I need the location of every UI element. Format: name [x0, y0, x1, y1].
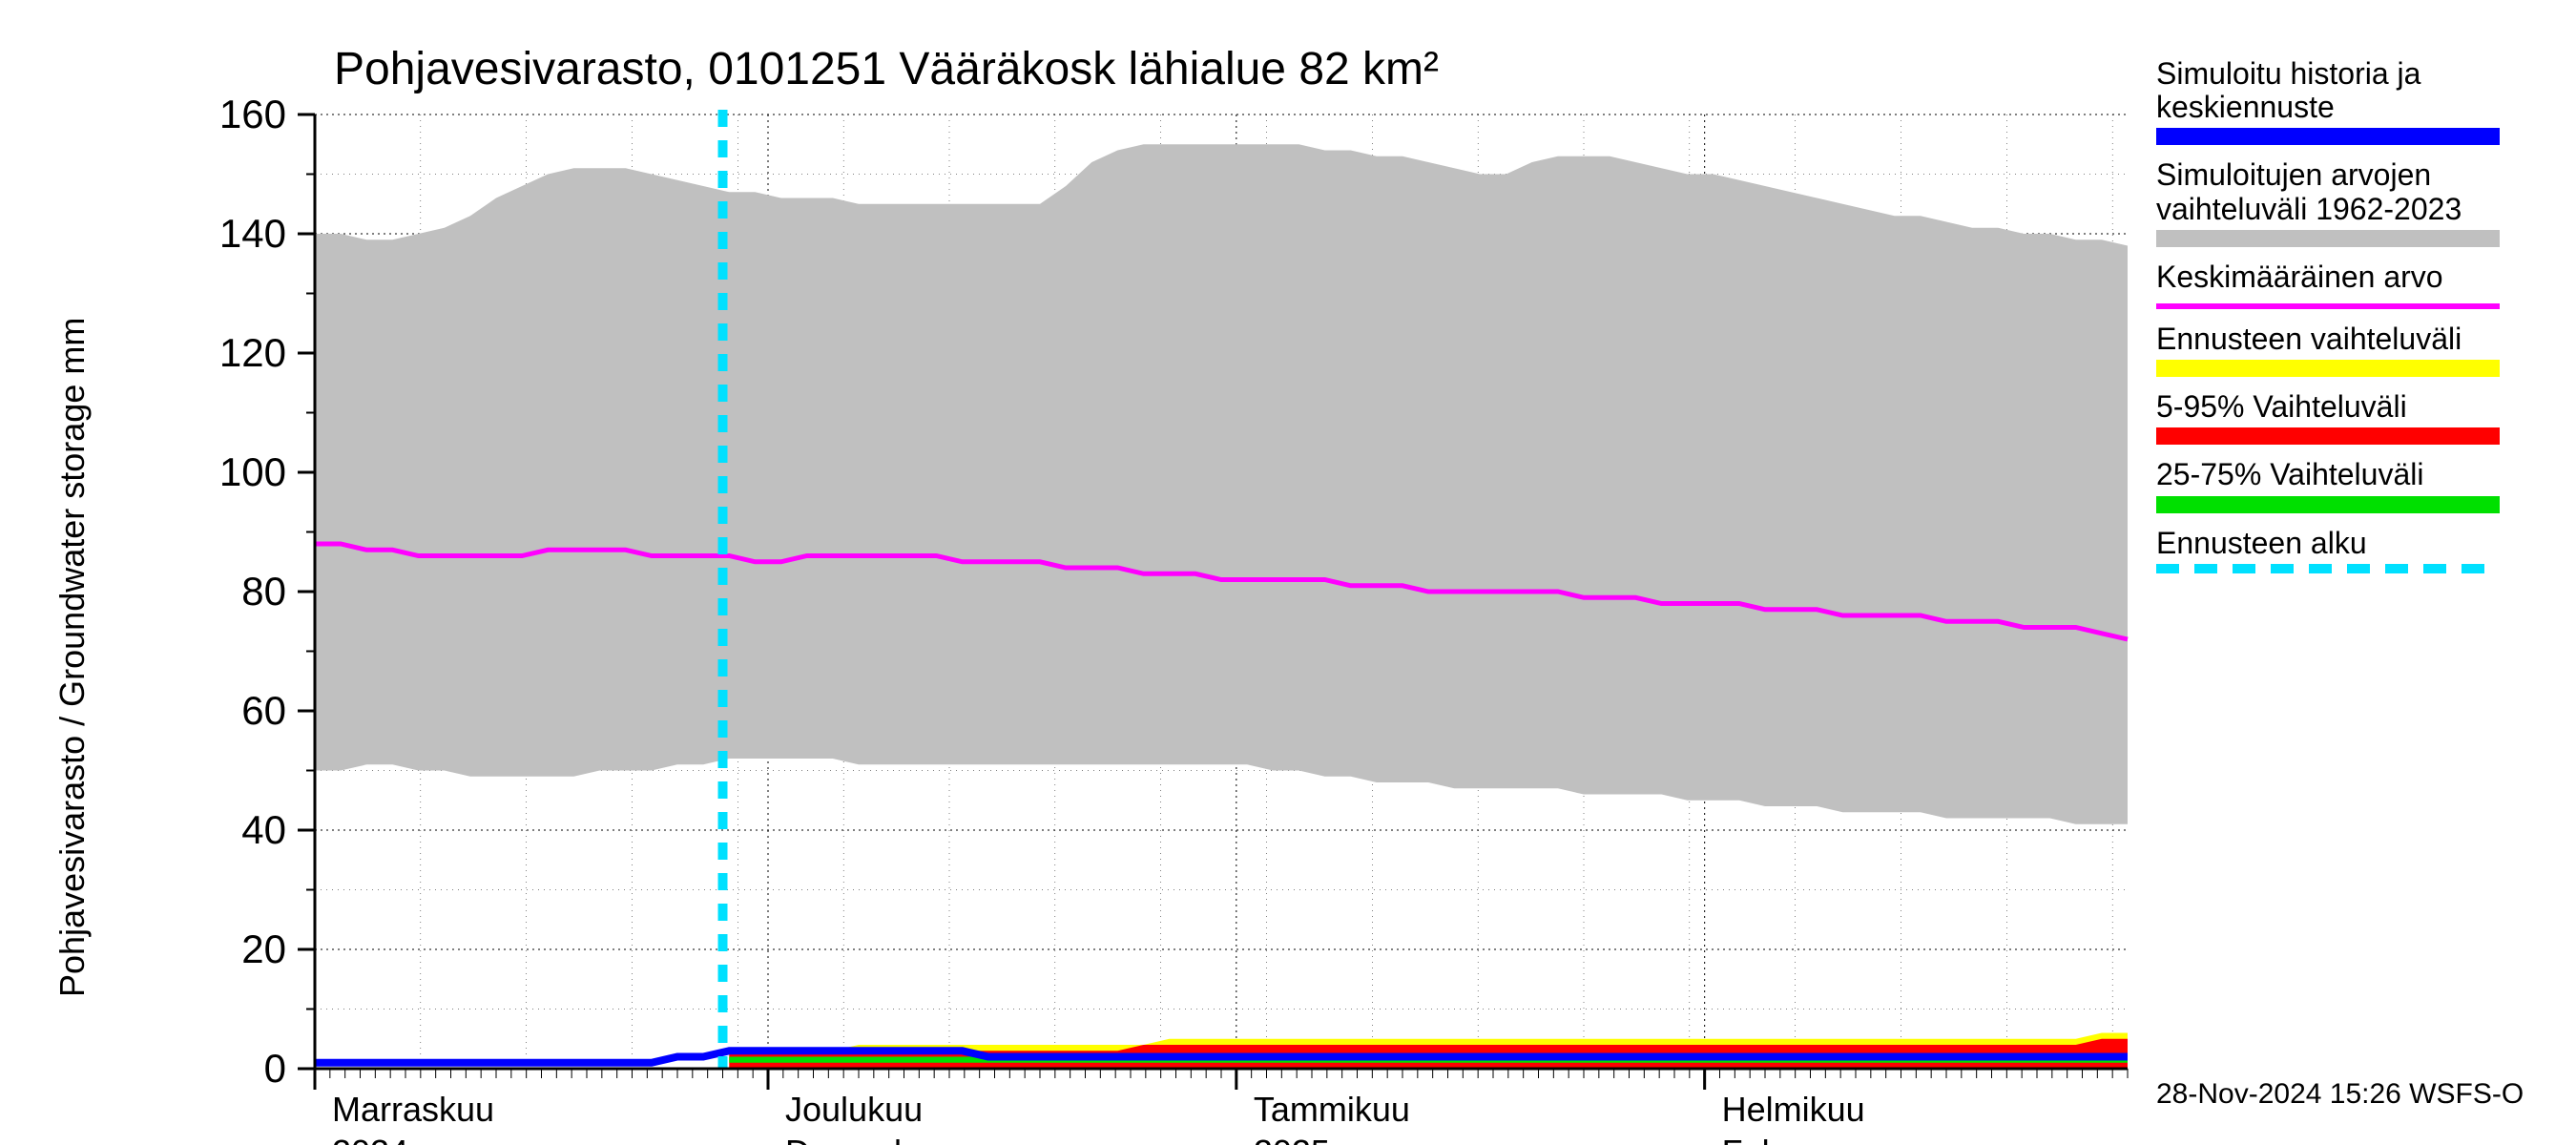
legend-item: 25-75% Vaihteluväli — [2156, 458, 2500, 512]
svg-text:100: 100 — [219, 449, 286, 494]
timestamp: 28-Nov-2024 15:26 WSFS-O — [2156, 1078, 2524, 1111]
svg-text:160: 160 — [219, 92, 286, 136]
svg-text:Marraskuu: Marraskuu — [332, 1090, 494, 1129]
svg-text:Tammikuu: Tammikuu — [1254, 1090, 1410, 1129]
svg-text:Joulukuu: Joulukuu — [785, 1090, 923, 1129]
svg-text:40: 40 — [241, 807, 286, 852]
svg-text:140: 140 — [219, 211, 286, 256]
chart-container: Pohjavesivarasto, 0101251 Vääräkosk lähi… — [0, 0, 2576, 1145]
legend-item: 5-95% Vaihteluväli — [2156, 390, 2500, 445]
legend-item: Simuloitujen arvojenvaihteluväli 1962-20… — [2156, 158, 2500, 246]
legend-item: Simuloitu historia jakeskiennuste — [2156, 57, 2500, 145]
svg-text:2024: 2024 — [332, 1133, 408, 1145]
chart-title: Pohjavesivarasto, 0101251 Vääräkosk lähi… — [334, 43, 1439, 95]
svg-text:February: February — [1722, 1133, 1859, 1145]
legend: Simuloitu historia jakeskiennuste Simuloi… — [2156, 57, 2500, 587]
svg-text:80: 80 — [241, 569, 286, 614]
svg-text:20: 20 — [241, 926, 286, 971]
legend-item: Ennusteen alku — [2156, 527, 2500, 573]
svg-text:0: 0 — [264, 1046, 286, 1091]
svg-text:December: December — [785, 1133, 944, 1145]
y-axis-label: Pohjavesivarasto / Groundwater storage m… — [52, 318, 93, 997]
legend-item: Keskimääräinen arvo — [2156, 260, 2500, 309]
svg-text:Helmikuu: Helmikuu — [1722, 1090, 1865, 1129]
svg-text:120: 120 — [219, 330, 286, 375]
legend-item: Ennusteen vaihteluväli — [2156, 323, 2500, 377]
svg-text:2025: 2025 — [1254, 1133, 1330, 1145]
svg-text:60: 60 — [241, 688, 286, 733]
